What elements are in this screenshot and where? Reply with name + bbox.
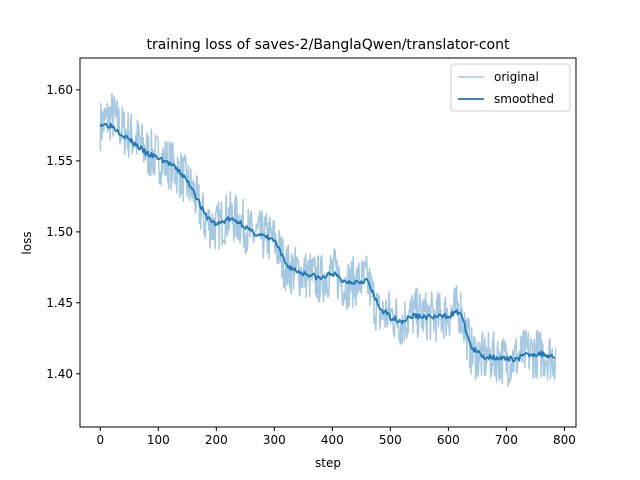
x-tick-label: 300	[263, 433, 286, 447]
x-tick-label: 600	[437, 433, 460, 447]
series-smoothed-line	[99, 122, 556, 363]
x-tick-label: 0	[96, 433, 104, 447]
y-axis-label: loss	[20, 231, 34, 254]
y-tick-label: 1.50	[46, 225, 73, 239]
x-tick-label: 100	[147, 433, 170, 447]
x-tick-label: 800	[553, 433, 576, 447]
x-tick-label: 400	[321, 433, 344, 447]
legend: original smoothed	[450, 63, 571, 112]
plot-lines	[99, 93, 557, 387]
y-tick-label: 1.45	[46, 296, 73, 310]
chart-title: training loss of saves-2/BanglaQwen/tran…	[146, 37, 510, 53]
x-tick-label: 200	[205, 433, 228, 447]
y-tick-label: 1.60	[46, 83, 73, 97]
series-original-line	[99, 93, 557, 387]
y-tick-label: 1.55	[46, 154, 73, 168]
x-axis-label: step	[315, 456, 341, 470]
axis-ticks: 0 100 200 300 400 500 600 700 800 1.40 1.45 1.50 1.5…	[46, 83, 576, 447]
plot-frame	[79, 57, 577, 428]
legend-label: smoothed	[494, 92, 554, 106]
y-tick-label: 1.40	[46, 367, 73, 381]
x-tick-label: 500	[379, 433, 402, 447]
legend-label: original	[494, 70, 539, 84]
x-tick-label: 700	[495, 433, 518, 447]
